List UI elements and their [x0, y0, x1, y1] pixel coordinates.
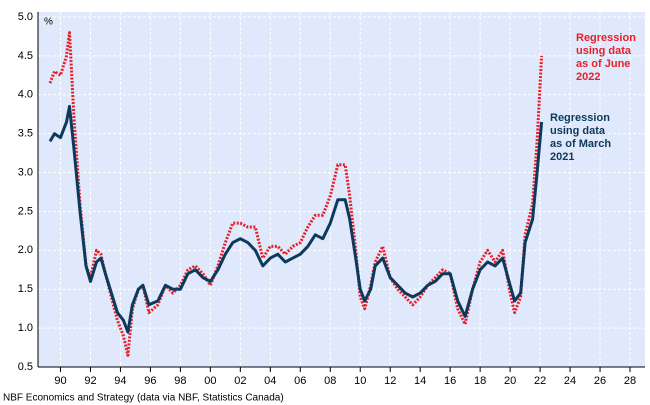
y-tick-label: 2.5 [18, 205, 33, 217]
x-tick-label: 20 [504, 375, 516, 387]
x-tick-label: 14 [414, 375, 426, 387]
x-tick-label: 12 [384, 375, 396, 387]
x-tick-label: 92 [84, 375, 96, 387]
unit-label: % [44, 17, 53, 28]
x-tick-label: 04 [264, 375, 276, 387]
y-tick-label: 4.5 [18, 50, 33, 62]
x-tick-label: 96 [144, 375, 156, 387]
plot-background [38, 12, 645, 367]
x-tick-label: 28 [624, 375, 636, 387]
x-tick-label: 16 [444, 375, 456, 387]
x-tick-label: 24 [564, 375, 576, 387]
y-tick-label: 5.0 [18, 11, 33, 23]
series-line [48, 104, 544, 334]
x-tick-label: 22 [534, 375, 546, 387]
x-tick-label: 08 [324, 375, 336, 387]
x-tick-label: 00 [204, 375, 216, 387]
x-tick-label: 18 [474, 375, 486, 387]
x-tick-label: 90 [54, 375, 66, 387]
x-tick-label: 06 [294, 375, 306, 387]
y-tick-label: 0.5 [18, 361, 33, 373]
x-tick-label: 98 [174, 375, 186, 387]
x-tick-label: 02 [234, 375, 246, 387]
y-tick-label: 4.0 [18, 89, 33, 101]
annotation: Regression using data as of June 2022 [576, 32, 636, 83]
y-tick-label: 3.5 [18, 128, 33, 140]
series-line [48, 31, 544, 357]
source: NBF Economics and Strategy (data via NBF… [3, 393, 284, 404]
x-tick-label: 94 [114, 375, 126, 387]
y-tick-label: 1.0 [18, 322, 33, 334]
x-tick-label: 26 [594, 375, 606, 387]
annotation: Regression using data as of March 2021 [550, 112, 612, 163]
y-tick-label: 2.0 [18, 244, 33, 256]
y-tick-label: 3.0 [18, 166, 33, 178]
x-tick-label: 10 [354, 375, 366, 387]
y-tick-label: 1.5 [18, 283, 33, 295]
